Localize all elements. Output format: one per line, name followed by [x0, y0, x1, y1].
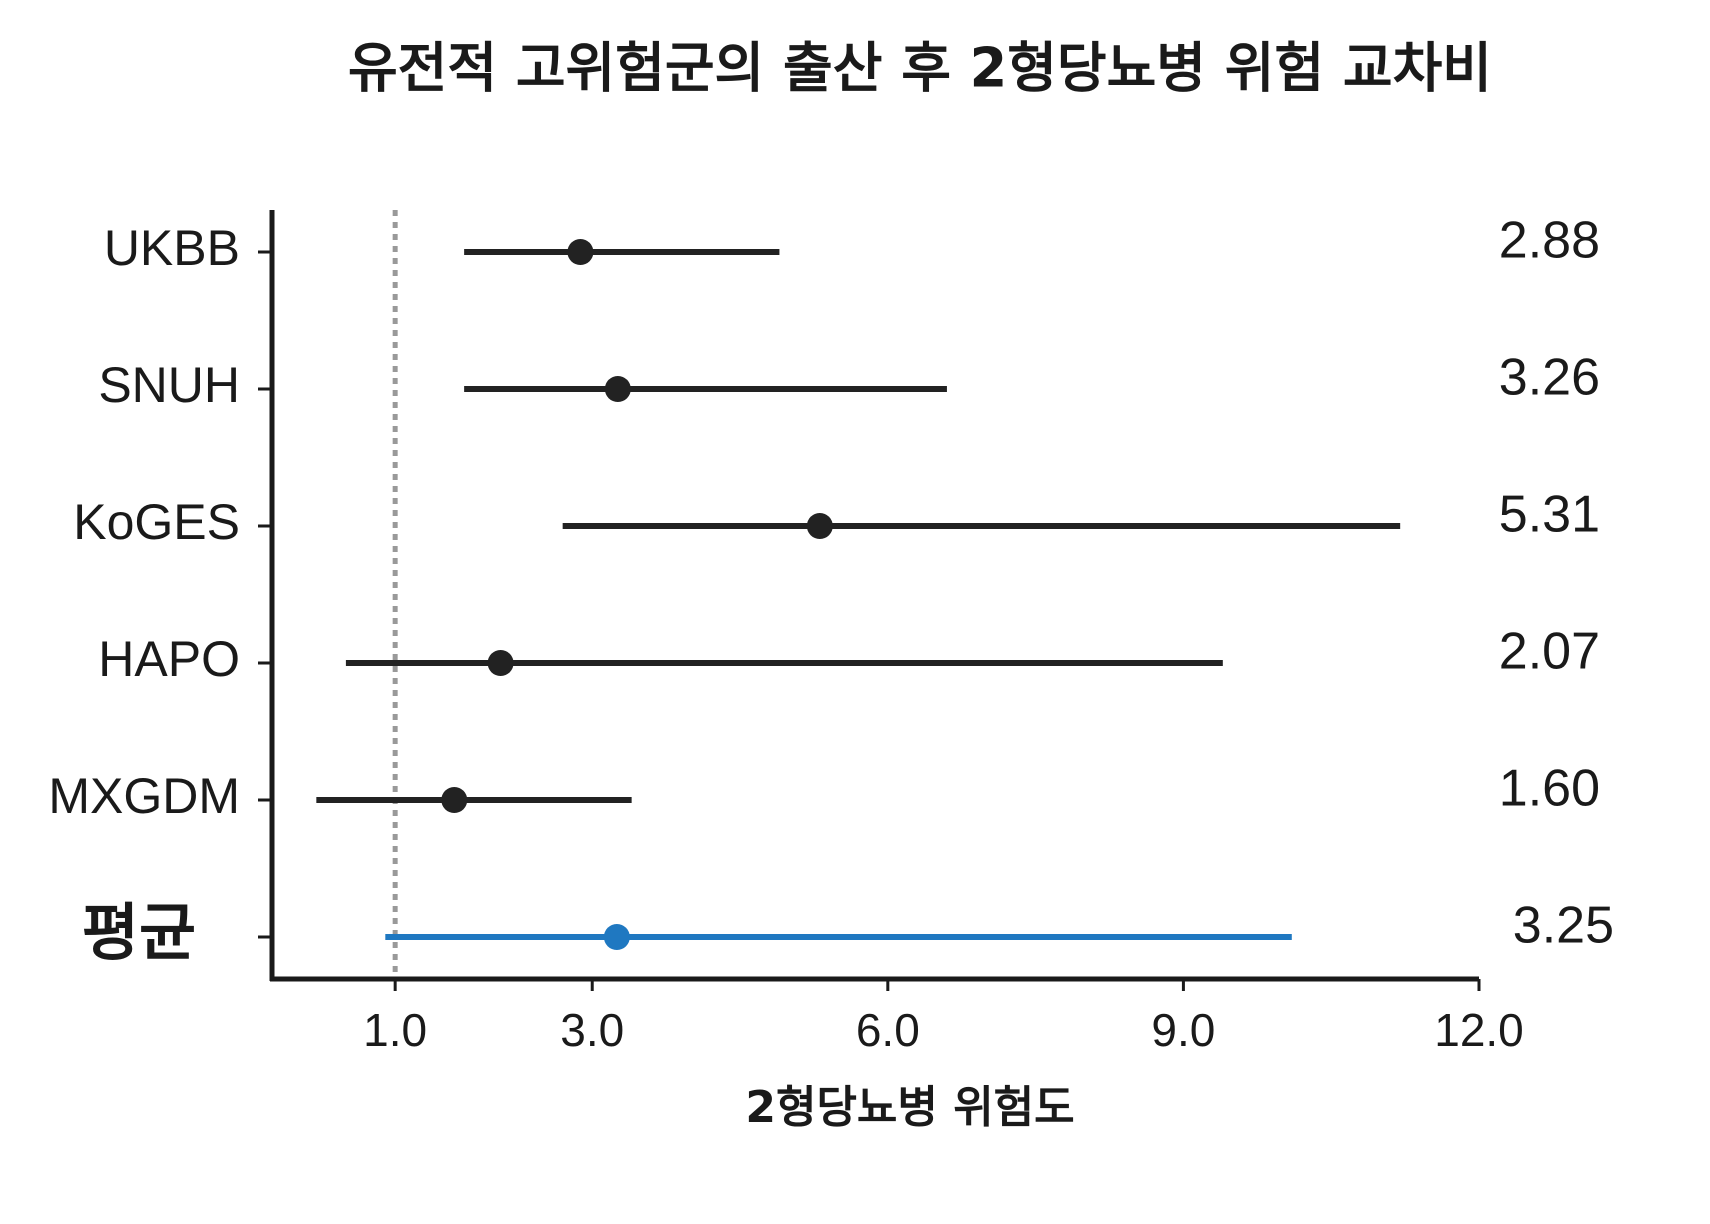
value-label: 3.26 — [1499, 349, 1600, 407]
category-label: 평균 — [82, 896, 196, 969]
chart-title: 유전적 고위험군의 출산 후 2형당뇨병 위험 교차비 — [348, 37, 1492, 100]
category-label: HAPO — [98, 631, 240, 687]
value-label: 2.88 — [1499, 212, 1600, 270]
x-tick-label: 3.0 — [560, 1004, 624, 1056]
point-estimate — [567, 239, 594, 265]
value-label: 3.25 — [1513, 897, 1614, 955]
category-label: SNUH — [98, 357, 240, 413]
category-label: KoGES — [73, 494, 240, 550]
point-estimate — [441, 787, 468, 813]
x-axis-label: 2형당뇨병 위험도 — [745, 1082, 1074, 1133]
value-label: 1.60 — [1499, 760, 1600, 818]
x-tick-label: 12.0 — [1434, 1004, 1524, 1056]
x-tick-label: 6.0 — [856, 1004, 920, 1056]
category-label: MXGDM — [48, 768, 240, 824]
category-label: UKBB — [104, 220, 240, 276]
value-label: 2.07 — [1499, 623, 1600, 681]
x-tick-label: 9.0 — [1151, 1004, 1215, 1056]
point-estimate — [487, 650, 514, 676]
point-estimate — [806, 513, 833, 539]
value-label: 5.31 — [1499, 486, 1600, 544]
point-estimate — [604, 376, 631, 402]
x-tick-label: 1.0 — [363, 1004, 427, 1056]
point-estimate — [603, 924, 630, 950]
